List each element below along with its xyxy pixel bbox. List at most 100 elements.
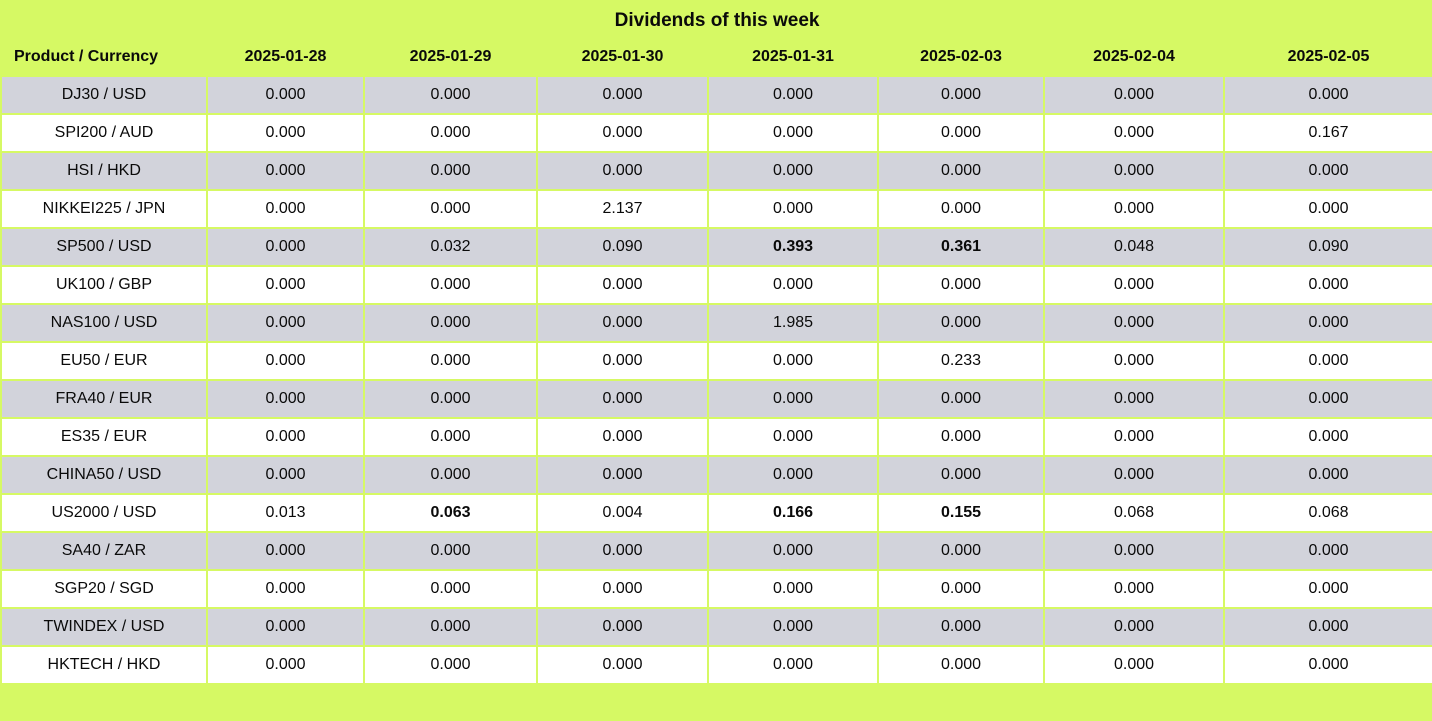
value-cell: 0.000 bbox=[877, 455, 1045, 495]
product-cell: FRA40 / EUR bbox=[0, 379, 208, 419]
value-cell: 0.048 bbox=[1043, 227, 1225, 267]
page-title: Dividends of this week bbox=[0, 0, 1432, 39]
value-cell: 0.000 bbox=[707, 645, 879, 685]
value-cell: 0.167 bbox=[1222, 113, 1432, 153]
value-cell: 0.000 bbox=[1043, 189, 1225, 229]
value-cell: 0.000 bbox=[206, 189, 365, 229]
value-cell: 0.000 bbox=[536, 151, 709, 191]
value-cell: 0.000 bbox=[1222, 531, 1432, 571]
value-cell: 0.068 bbox=[1222, 493, 1432, 533]
value-cell: 0.000 bbox=[206, 341, 365, 381]
value-cell: 0.000 bbox=[1222, 265, 1432, 305]
value-cell: 0.000 bbox=[707, 75, 879, 115]
value-cell: 0.000 bbox=[1222, 151, 1432, 191]
table-header-row: Product / Currency 2025-01-28 2025-01-29 2… bbox=[0, 39, 1432, 77]
product-cell: DJ30 / USD bbox=[0, 75, 208, 115]
table-row: US2000 / USD 0.013 0.063 0.004 0.166 0.155 0.0… bbox=[0, 493, 1432, 533]
table-row: FRA40 / EUR 0.000 0.000 0.000 0.000 0.000 0.00… bbox=[0, 379, 1432, 419]
value-cell: 0.000 bbox=[363, 341, 538, 381]
value-cell: 2.137 bbox=[536, 189, 709, 229]
value-cell: 0.000 bbox=[877, 607, 1045, 647]
value-cell: 0.000 bbox=[1222, 645, 1432, 685]
value-cell: 0.000 bbox=[363, 531, 538, 571]
value-cell: 0.000 bbox=[363, 455, 538, 495]
table-row: HSI / HKD 0.000 0.000 0.000 0.000 0.000 0.000 0… bbox=[0, 151, 1432, 191]
value-cell: 0.000 bbox=[363, 379, 538, 419]
table-row: UK100 / GBP 0.000 0.000 0.000 0.000 0.000 0.00… bbox=[0, 265, 1432, 305]
value-cell: 0.000 bbox=[206, 645, 365, 685]
product-cell: EU50 / EUR bbox=[0, 341, 208, 381]
product-cell: CHINA50 / USD bbox=[0, 455, 208, 495]
product-cell: NIKKEI225 / JPN bbox=[0, 189, 208, 229]
value-cell: 0.000 bbox=[877, 417, 1045, 457]
value-cell: 0.068 bbox=[1043, 493, 1225, 533]
value-cell: 0.000 bbox=[707, 455, 879, 495]
value-cell: 0.000 bbox=[363, 151, 538, 191]
value-cell: 0.090 bbox=[1222, 227, 1432, 267]
value-cell: 0.000 bbox=[536, 113, 709, 153]
column-header-date: 2025-01-30 bbox=[536, 39, 709, 77]
value-cell: 0.000 bbox=[206, 455, 365, 495]
value-cell: 0.000 bbox=[877, 151, 1045, 191]
value-cell: 0.000 bbox=[206, 113, 365, 153]
value-cell: 0.000 bbox=[1043, 455, 1225, 495]
table-row: CHINA50 / USD 0.000 0.000 0.000 0.000 0.000 0.… bbox=[0, 455, 1432, 495]
table-row: SP500 / USD 0.000 0.032 0.090 0.393 0.361 0.04… bbox=[0, 227, 1432, 267]
value-cell: 0.000 bbox=[206, 417, 365, 457]
value-cell: 0.000 bbox=[707, 151, 879, 191]
product-cell: US2000 / USD bbox=[0, 493, 208, 533]
product-cell: ES35 / EUR bbox=[0, 417, 208, 457]
value-cell: 0.000 bbox=[1222, 569, 1432, 609]
value-cell: 0.000 bbox=[1043, 569, 1225, 609]
value-cell: 0.000 bbox=[1222, 455, 1432, 495]
value-cell: 0.000 bbox=[707, 113, 879, 153]
column-header-date: 2025-01-29 bbox=[363, 39, 538, 77]
product-cell: SA40 / ZAR bbox=[0, 531, 208, 571]
value-cell: 0.032 bbox=[363, 227, 538, 267]
value-cell: 0.000 bbox=[1043, 303, 1225, 343]
value-cell: 0.000 bbox=[1043, 379, 1225, 419]
value-cell: 0.000 bbox=[1222, 379, 1432, 419]
value-cell: 0.000 bbox=[363, 607, 538, 647]
value-cell: 0.000 bbox=[206, 227, 365, 267]
value-cell: 0.000 bbox=[206, 607, 365, 647]
value-cell: 0.000 bbox=[707, 531, 879, 571]
product-cell: UK100 / GBP bbox=[0, 265, 208, 305]
value-cell: 0.000 bbox=[536, 75, 709, 115]
value-cell: 0.000 bbox=[877, 569, 1045, 609]
value-cell: 0.000 bbox=[536, 341, 709, 381]
value-cell: 0.000 bbox=[206, 265, 365, 305]
value-cell: 0.000 bbox=[877, 113, 1045, 153]
value-cell: 0.063 bbox=[363, 493, 538, 533]
value-cell: 0.000 bbox=[877, 189, 1045, 229]
column-header-date: 2025-02-04 bbox=[1043, 39, 1225, 77]
value-cell: 0.000 bbox=[877, 265, 1045, 305]
value-cell: 0.000 bbox=[206, 303, 365, 343]
product-cell: SPI200 / AUD bbox=[0, 113, 208, 153]
value-cell: 0.000 bbox=[707, 265, 879, 305]
value-cell: 0.000 bbox=[707, 341, 879, 381]
value-cell: 0.000 bbox=[363, 113, 538, 153]
value-cell: 0.000 bbox=[1222, 303, 1432, 343]
value-cell: 0.000 bbox=[536, 607, 709, 647]
product-cell: HSI / HKD bbox=[0, 151, 208, 191]
dividends-table: Dividends of this week Product / Currenc… bbox=[0, 0, 1432, 685]
value-cell: 0.000 bbox=[707, 379, 879, 419]
value-cell: 0.000 bbox=[707, 189, 879, 229]
value-cell: 0.000 bbox=[877, 531, 1045, 571]
value-cell: 0.000 bbox=[536, 645, 709, 685]
value-cell: 0.000 bbox=[1043, 341, 1225, 381]
value-cell: 0.000 bbox=[1043, 75, 1225, 115]
value-cell: 0.166 bbox=[707, 493, 879, 533]
value-cell: 0.000 bbox=[1043, 265, 1225, 305]
column-header-date: 2025-01-28 bbox=[206, 39, 365, 77]
table-row: SGP20 / SGD 0.000 0.000 0.000 0.000 0.000 0.00… bbox=[0, 569, 1432, 609]
product-cell: HKTECH / HKD bbox=[0, 645, 208, 685]
table-row: HKTECH / HKD 0.000 0.000 0.000 0.000 0.000 0.0… bbox=[0, 645, 1432, 685]
value-cell: 0.000 bbox=[363, 75, 538, 115]
value-cell: 0.000 bbox=[206, 151, 365, 191]
value-cell: 0.155 bbox=[877, 493, 1045, 533]
value-cell: 0.000 bbox=[536, 303, 709, 343]
value-cell: 0.000 bbox=[363, 265, 538, 305]
column-header-date: 2025-02-05 bbox=[1222, 39, 1432, 77]
